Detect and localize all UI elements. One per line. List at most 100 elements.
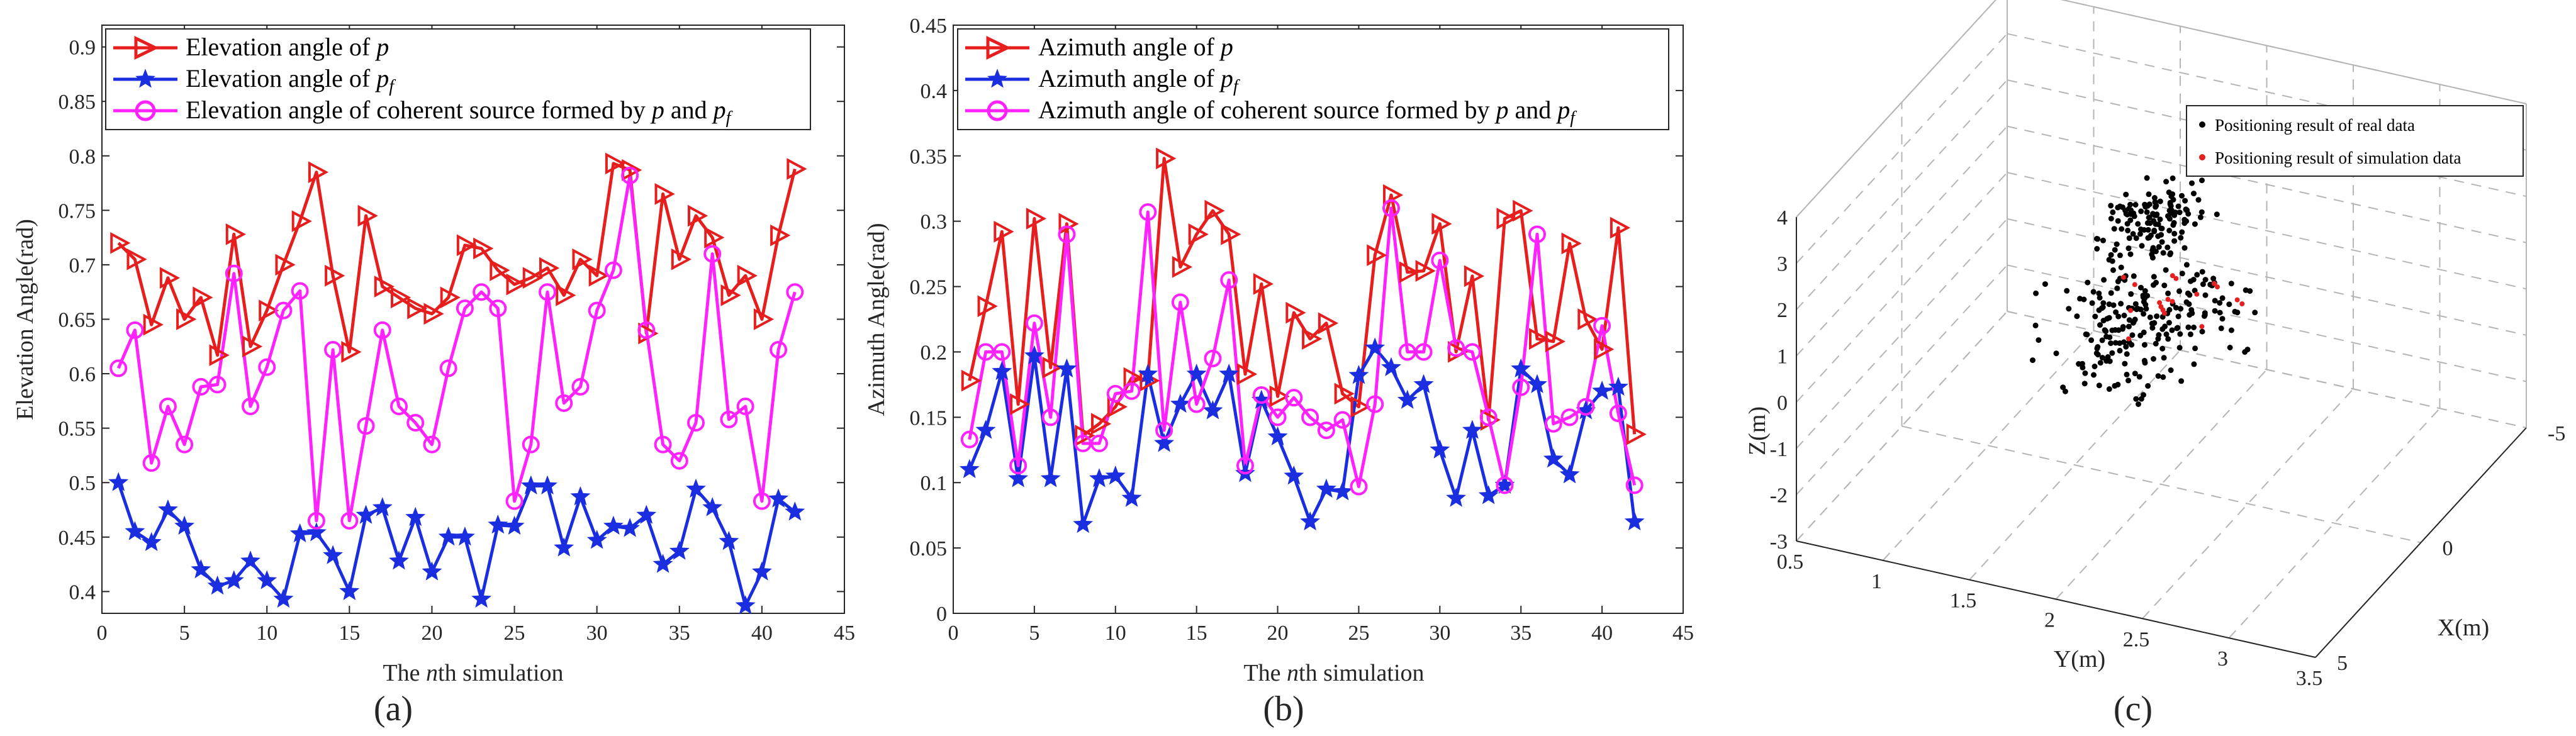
data-point-a-2-24 <box>505 492 524 510</box>
scatter-point-1-5 <box>2157 300 2163 306</box>
data-point-a-1-24 <box>504 515 525 535</box>
scatter-point-1-13 <box>2173 276 2179 281</box>
scatter-point-0-175 <box>2099 355 2105 361</box>
data-point-b-2-19 <box>1268 408 1287 427</box>
data-point-b-2-12 <box>1155 421 1173 440</box>
scatter-point-0-147 <box>2186 301 2192 307</box>
panel-label-c: (c) <box>2114 689 2153 728</box>
scatter-point-0-233 <box>2171 238 2178 244</box>
data-point-a-2-22 <box>473 283 491 301</box>
scatter-point-0-159 <box>2109 350 2115 356</box>
x-axis-label-c: X(m) <box>2438 615 2489 641</box>
data-point-a-0-30 <box>605 152 626 175</box>
scatter-point-0-43 <box>2175 313 2181 320</box>
3d-scatter-points <box>2030 175 2258 407</box>
data-point-a-0-29 <box>588 264 609 287</box>
data-point-b-2-16 <box>1220 271 1238 289</box>
scatter-point-0-288 <box>2181 245 2188 251</box>
scatter-point-0-218 <box>2183 218 2190 225</box>
data-point-b-2-29 <box>1431 252 1449 269</box>
scatter-point-0-268 <box>2164 244 2171 250</box>
data-point-b-1-15 <box>1202 400 1223 420</box>
y-tick-label-3: 2 <box>2044 609 2055 632</box>
scatter-point-0-137 <box>2155 336 2161 342</box>
scatter-point-0-162 <box>2081 296 2087 303</box>
scatter-point-0-99 <box>2142 288 2148 294</box>
scatter-point-0-87 <box>2187 292 2193 298</box>
data-point-a-1-9 <box>257 570 277 589</box>
data-point-a-0-41 <box>787 158 807 180</box>
x-tick-label-a-6: 30 <box>586 622 608 645</box>
scatter-point-0-100 <box>2095 352 2101 358</box>
data-point-b-0-12 <box>1156 147 1177 170</box>
data-point-a-0-40 <box>770 224 791 247</box>
scatter-point-0-39 <box>2212 308 2218 314</box>
x-tick-label-a-9: 45 <box>834 622 855 645</box>
data-point-a-1-29 <box>586 530 607 549</box>
scatter-point-0-122 <box>2247 288 2253 294</box>
scatter-point-0-63 <box>2115 313 2122 320</box>
data-point-b-2-11 <box>1139 203 1157 221</box>
x-tick-label-b-7: 35 <box>1510 622 1532 645</box>
data-point-b-0-21 <box>1302 328 1323 350</box>
scatter-point-0-25 <box>2192 345 2198 352</box>
scatter-point-0-230 <box>2171 230 2178 237</box>
scatter-point-0-262 <box>2175 203 2181 209</box>
data-point-b-2-36 <box>1544 415 1562 433</box>
data-point-b-2-10 <box>1123 382 1141 400</box>
data-point-a-2-0 <box>109 359 128 377</box>
data-point-a-1-27 <box>554 537 574 557</box>
scatter-point-0-238 <box>2138 208 2144 215</box>
y-tick-label-0: 0.5 <box>1777 550 1804 574</box>
y-tick-label-2: 1.5 <box>1950 589 1977 613</box>
x-tick-label-a-2: 10 <box>256 622 277 645</box>
data-point-a-1-12 <box>306 522 327 542</box>
scatter-point-0-316 <box>2106 386 2112 392</box>
scatter-point-0-174 <box>2084 332 2090 338</box>
data-point-b-1-0 <box>959 459 980 479</box>
z-tick-label-1: -2 <box>1770 484 1788 507</box>
scatter-point-0-205 <box>2158 231 2164 238</box>
scatter-point-0-84 <box>2228 281 2234 287</box>
grid-back-z-4 <box>2007 125 2527 243</box>
scatter-point-0-312 <box>2117 347 2123 354</box>
scatter-point-0-259 <box>2110 209 2116 215</box>
scatter-point-0-296 <box>2171 220 2177 226</box>
scatter-point-0-92 <box>2212 298 2218 304</box>
scatter-point-0-220 <box>2130 231 2136 237</box>
data-point-a-0-14 <box>341 341 362 363</box>
series-line-a-0 <box>117 162 797 357</box>
scatter-point-0-127 <box>2228 327 2234 333</box>
data-point-b-1-16 <box>1219 364 1240 383</box>
scatter-point-0-32 <box>2163 267 2169 273</box>
data-point-b-2-41 <box>1625 476 1644 494</box>
scatter-point-0-272 <box>2117 203 2123 209</box>
data-point-b-0-24 <box>1350 396 1371 418</box>
scatter-point-0-28 <box>2128 291 2134 297</box>
data-point-a-1-40 <box>768 488 789 508</box>
data-point-a-0-11 <box>291 210 312 233</box>
data-point-a-1-13 <box>323 545 344 564</box>
svg-text:Azimuth angle of p: Azimuth angle of p <box>1038 33 1233 61</box>
data-point-b-0-3 <box>1010 393 1031 415</box>
data-point-a-1-16 <box>372 497 393 516</box>
scatter-point-0-58 <box>2210 276 2217 282</box>
data-point-a-0-18 <box>407 297 428 320</box>
data-point-a-2-7 <box>225 264 243 282</box>
data-point-a-2-37 <box>720 410 738 428</box>
y-axis-label-c: Y(m) <box>2054 646 2105 672</box>
legend-item-c-1: Positioning result of simulation data <box>2199 148 2461 167</box>
scatter-point-0-113 <box>2140 293 2146 299</box>
data-point-a-2-2 <box>142 454 160 472</box>
svg-text:Elevation angle of p: Elevation angle of p <box>186 33 389 61</box>
series-layer-b <box>959 147 1647 533</box>
data-point-b-2-33 <box>1496 476 1514 494</box>
scatter-point-0-239 <box>2189 180 2195 186</box>
y-tick-label-b-1: 0.05 <box>910 537 948 560</box>
scatter-point-0-30 <box>2183 262 2190 268</box>
data-point-a-0-27 <box>556 284 576 306</box>
scatter-point-0-9 <box>2194 272 2200 278</box>
scatter-point-0-34 <box>2100 300 2107 306</box>
data-point-b-2-28 <box>1414 343 1433 361</box>
data-point-a-1-19 <box>422 561 442 581</box>
